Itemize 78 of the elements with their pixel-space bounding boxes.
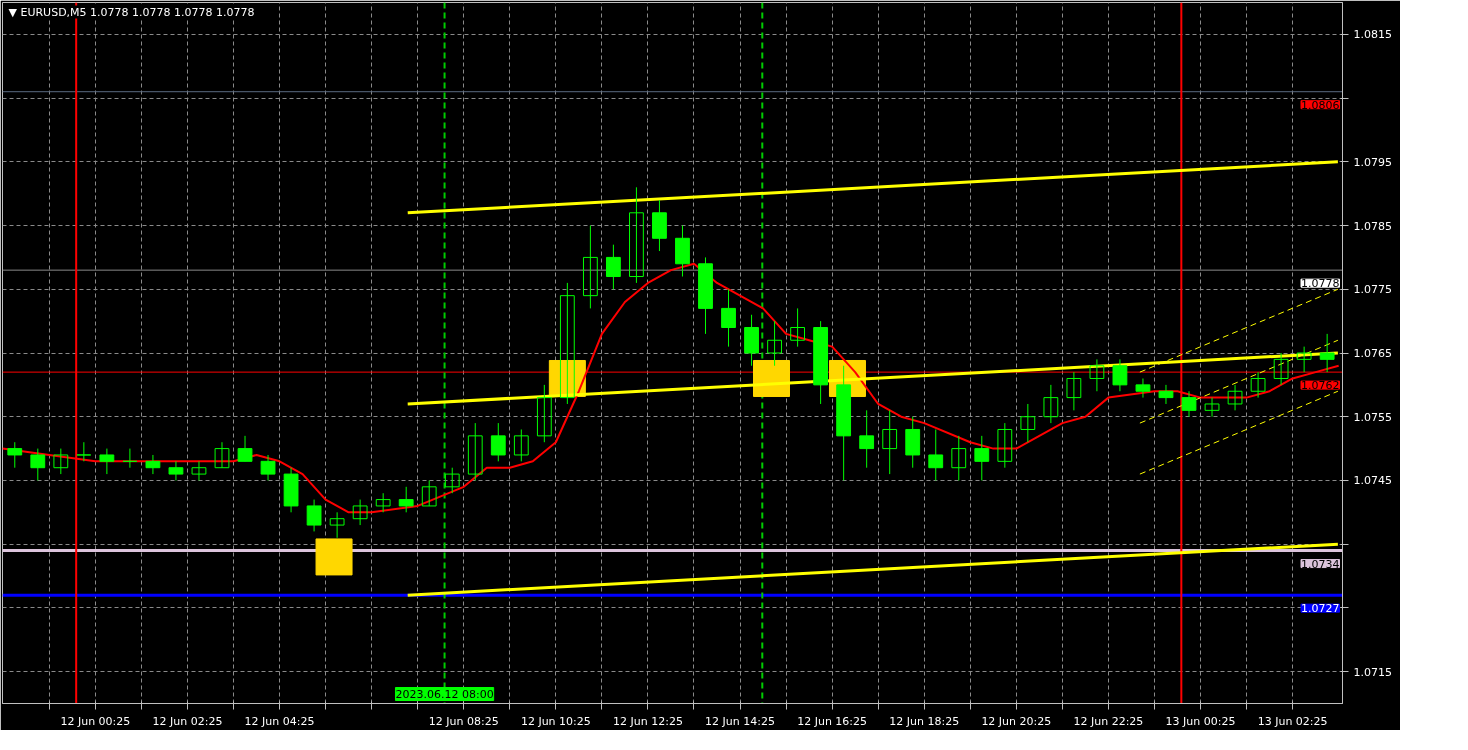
x-tick-label: 12 Jun 08:25	[428, 714, 499, 728]
ref-line-label: 1.0734	[1301, 557, 1340, 571]
candlestick	[882, 409, 898, 475]
candlestick	[168, 460, 184, 481]
candlestick	[536, 384, 552, 443]
candlestick	[1020, 403, 1036, 443]
candlestick	[329, 511, 345, 539]
candlestick	[1135, 377, 1151, 399]
candlestick	[214, 441, 230, 469]
candlestick	[1204, 397, 1220, 418]
x-tick-label: 12 Jun 04:25	[244, 714, 315, 728]
candlestick	[1273, 352, 1289, 386]
x-tick-label: 12 Jun 16:25	[797, 714, 868, 728]
candlestick	[1066, 371, 1082, 411]
candlestick	[30, 448, 46, 481]
x-tick-label: 12 Jun 14:25	[705, 714, 775, 728]
x-tick-label: 12 Jun 00:25	[60, 714, 131, 728]
candlestick	[398, 486, 414, 513]
candlestick	[1227, 384, 1243, 411]
candlestick	[306, 499, 322, 532]
candlestick	[951, 435, 967, 481]
candlestick	[1250, 371, 1266, 399]
y-tick-label: 1.0815	[1353, 28, 1392, 42]
candlestick	[237, 435, 253, 462]
candlestick	[928, 428, 944, 481]
chart-title: ▼ EURUSD,M5 1.0778 1.0778 1.0778 1.0778	[8, 5, 255, 19]
candlestick	[76, 441, 92, 462]
candlestick	[490, 422, 506, 462]
y-tick-label: 1.0795	[1353, 155, 1392, 169]
candlestick	[1089, 358, 1105, 392]
candlestick	[99, 448, 115, 475]
ref-line-label: 1.0762	[1301, 379, 1340, 393]
candlestick	[1296, 346, 1312, 373]
candlestick	[191, 460, 207, 481]
x-tick-label: 12 Jun 12:25	[613, 714, 683, 728]
candlestick	[1112, 358, 1128, 392]
candlestick	[444, 467, 460, 494]
y-tick-label: 1.0755	[1353, 410, 1392, 424]
x-tick-label: 12 Jun 10:25	[520, 714, 591, 728]
candlestick	[721, 288, 736, 348]
candlestick	[859, 409, 875, 469]
ref-line-label: 1.0778	[1301, 277, 1340, 291]
x-tick-label: 12 Jun 20:25	[981, 714, 1052, 728]
y-tick-label: 1.0785	[1353, 219, 1392, 233]
candlestick	[997, 422, 1013, 469]
candlestick	[467, 422, 483, 481]
candlestick	[767, 320, 782, 367]
y-tick-label: 1.0745	[1353, 474, 1392, 488]
candlestick	[352, 499, 368, 526]
x-tick-label: 12 Jun 18:25	[889, 714, 960, 728]
candlestick	[582, 225, 598, 309]
candlestick	[1181, 390, 1197, 418]
candlestick	[1319, 333, 1335, 373]
x-tick-label: 13 Jun 00:25	[1165, 714, 1236, 728]
candlestick	[7, 441, 23, 469]
candlestick	[260, 454, 276, 481]
y-tick-label: 1.0765	[1353, 347, 1392, 360]
x-tick-label: 12 Jun 02:25	[152, 714, 223, 728]
candlestick	[974, 435, 990, 481]
y-tick-label: 1.0715	[1353, 665, 1392, 679]
x-tick-label: 12 Jun 22:25	[1073, 714, 1144, 728]
annotation: 2023.06.12 08:00	[395, 687, 494, 701]
candlestick	[145, 454, 161, 475]
candlestick	[375, 492, 391, 513]
candlestick	[513, 428, 529, 462]
candlestick	[122, 448, 138, 469]
candlestick	[1158, 384, 1174, 405]
ref-line-label: 1.0806	[1301, 98, 1340, 112]
y-tick-label: 1.0775	[1353, 283, 1392, 297]
candlestick	[53, 448, 69, 475]
candlestick	[421, 479, 437, 507]
candlestick	[790, 307, 805, 348]
candlestick	[559, 282, 575, 405]
ref-line-label: 1.0727	[1301, 602, 1340, 616]
candlestick	[606, 244, 621, 290]
candlestick	[1043, 384, 1059, 424]
candlestick	[629, 186, 644, 284]
x-tick-label: 13 Jun 02:25	[1257, 714, 1328, 728]
